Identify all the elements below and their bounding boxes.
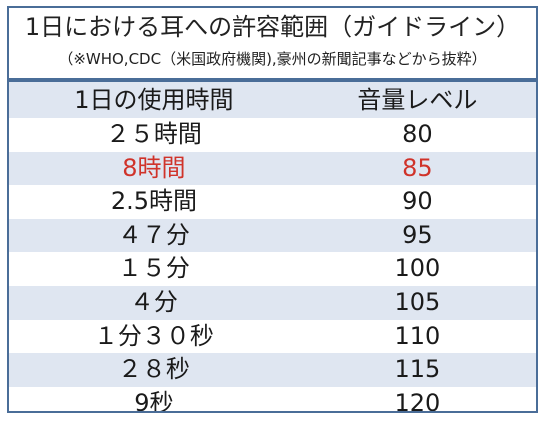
duration-cell: ２８秒 <box>117 355 190 384</box>
header-divider <box>9 78 536 82</box>
level-cell: 80 <box>402 120 433 148</box>
column-header-level: 音量レベル <box>357 86 478 114</box>
table-row-highlighted: 8時間 85 <box>9 151 536 186</box>
level-cell: 115 <box>394 355 441 384</box>
table-row: ２５時間 80 <box>9 118 536 152</box>
table-row: １５分 100 <box>9 252 536 286</box>
level-cell: 120 <box>394 388 441 413</box>
table-row: ４分 105 <box>9 285 536 320</box>
level-cell: 110 <box>394 321 441 350</box>
duration-cell: ４７分 <box>117 220 190 249</box>
table-title: 1日における耳への許容範囲（ガイドライン） <box>24 13 521 41</box>
duration-cell: 2.5時間 <box>110 187 197 216</box>
table-row: ２８秒 115 <box>9 353 536 387</box>
table-row: １分３０秒 110 <box>9 320 536 354</box>
duration-cell: １５分 <box>117 254 190 283</box>
column-header-row: 1日の使用時間 音量レベル <box>9 82 536 118</box>
level-cell: 100 <box>394 254 441 283</box>
table-subtitle: （※WHO,CDC（米国政府機関),豪州の新聞記事などから抜粋） <box>58 50 487 68</box>
guideline-table: 1日における耳への許容範囲（ガイドライン） （※WHO,CDC（米国政府機関),… <box>7 6 538 413</box>
table-row: 9秒 120 <box>9 387 536 413</box>
level-cell: 95 <box>402 220 433 249</box>
duration-cell: ４分 <box>129 287 178 316</box>
table-row: ４７分 95 <box>9 218 536 253</box>
duration-cell: ２５時間 <box>105 120 202 148</box>
duration-cell: 8時間 <box>122 153 186 182</box>
level-cell: 105 <box>394 287 441 316</box>
table-header: 1日における耳への許容範囲（ガイドライン） （※WHO,CDC（米国政府機関),… <box>9 8 536 78</box>
column-header-duration: 1日の使用時間 <box>74 86 234 114</box>
duration-cell: 9秒 <box>134 388 174 413</box>
duration-cell: １分３０秒 <box>93 321 214 350</box>
table-row: 2.5時間 90 <box>9 185 536 219</box>
level-cell: 85 <box>402 153 433 182</box>
level-cell: 90 <box>402 187 433 216</box>
